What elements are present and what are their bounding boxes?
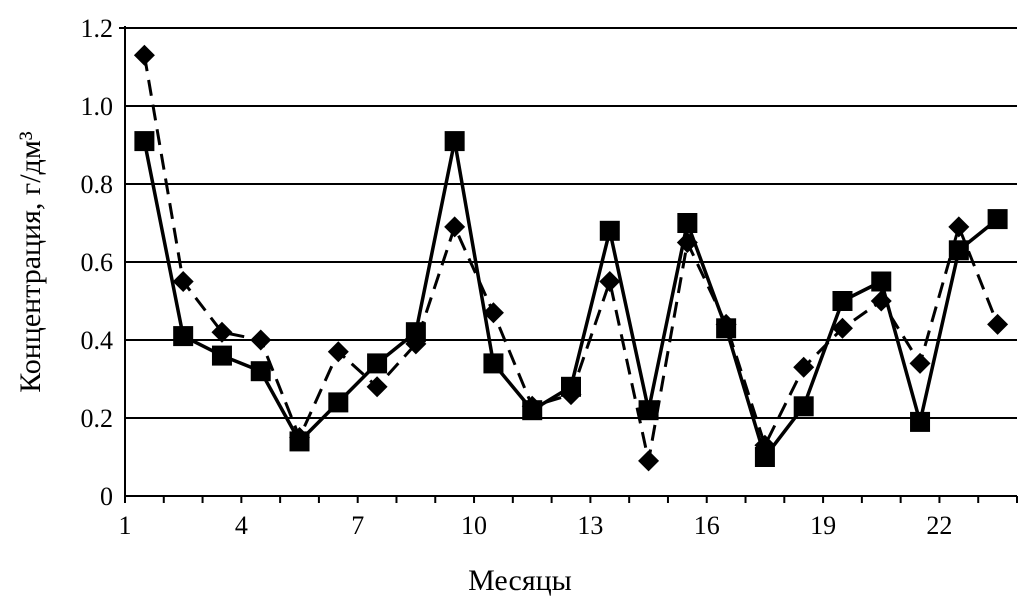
x-tick-label: 10 [461,511,487,540]
y-tick-label: 0.4 [81,326,114,355]
series-1-point [405,333,427,355]
y-axis-title: Концентрация, г/дм³ [14,131,47,393]
series-2-point [173,326,194,347]
series-1-point [715,313,737,335]
series-2-point [599,220,620,241]
tick-labels: 0 0.2 0.4 0.6 0.8 1.0 1.2 1 4 7 10 13 16 19 22 [81,14,953,540]
x-tick-label: 1 [119,511,132,540]
series-2-point [638,400,659,421]
series-2-point [948,240,969,261]
series-2-point [250,361,271,382]
series-2-point [367,353,388,374]
y-tick-label: 0 [100,482,113,511]
series-1-point [327,341,349,363]
series-1-point [521,395,543,417]
series-1-point [133,44,155,66]
series-1-point [560,384,582,406]
series-2-point [910,411,931,432]
y-tick-label: 1.2 [81,14,114,43]
y-tick-label: 1.0 [81,92,114,121]
x-tick-label: 13 [577,511,603,540]
series-2-point [328,392,349,413]
gridlines [125,27,1017,419]
x-tick-label: 19 [810,511,836,540]
axes [119,26,1018,503]
series-2-point [987,209,1008,230]
series-2-line [142,139,999,459]
series-2-point [832,291,853,311]
series-2-point [677,213,698,233]
series-1-point [599,271,621,292]
series-2-point [793,396,814,417]
series-1-point [831,317,853,339]
series-2-point [871,271,892,292]
series-2-point [405,322,426,343]
series-2-point [134,131,155,152]
series-layer [133,44,1009,472]
series-1-point [366,376,388,398]
x-tick-label: 22 [926,511,952,540]
y-tick-label: 0.6 [81,248,114,277]
y-tick-label: 0.2 [81,404,114,433]
series-2-point [211,345,232,366]
series-1-point [870,290,892,312]
y-tick-label: 0.8 [81,170,114,199]
x-tick-label: 4 [235,511,248,540]
series-1-point [638,450,660,472]
series-1-point [754,434,776,456]
series-1-point [482,302,504,324]
x-axis-title: Месяцы [468,564,572,597]
series-1-point [909,352,931,374]
series-1-point [211,321,233,343]
series-2-point [754,447,775,467]
series-1-point [948,216,970,238]
x-tick-label: 16 [694,511,720,540]
series-2-point [483,353,504,374]
series-1-point [793,356,815,378]
x-tick-label: 7 [351,511,364,540]
series-2-point [444,131,465,152]
series-1-point [987,313,1009,335]
series-1-point [289,427,311,448]
series-1-point [250,329,272,351]
series-1-point [172,271,194,292]
series-1-point [676,232,698,253]
series-1-point [444,216,466,238]
